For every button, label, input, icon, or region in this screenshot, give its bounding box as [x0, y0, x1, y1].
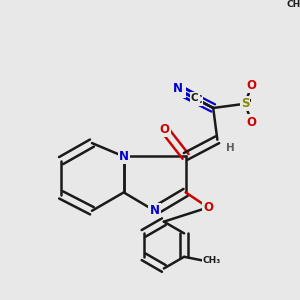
Text: N: N	[119, 150, 129, 163]
Text: O: O	[247, 79, 257, 92]
Text: C: C	[191, 93, 199, 103]
Text: CH₃: CH₃	[286, 0, 300, 9]
Text: N: N	[150, 204, 160, 217]
Text: N: N	[173, 82, 183, 95]
Text: S: S	[241, 97, 249, 110]
Text: C: C	[195, 95, 203, 105]
Text: H: H	[226, 143, 235, 153]
Text: O: O	[160, 123, 170, 136]
Text: CH₃: CH₃	[202, 256, 221, 266]
Text: O: O	[203, 201, 213, 214]
Text: O: O	[247, 116, 257, 129]
Text: N: N	[175, 84, 185, 97]
